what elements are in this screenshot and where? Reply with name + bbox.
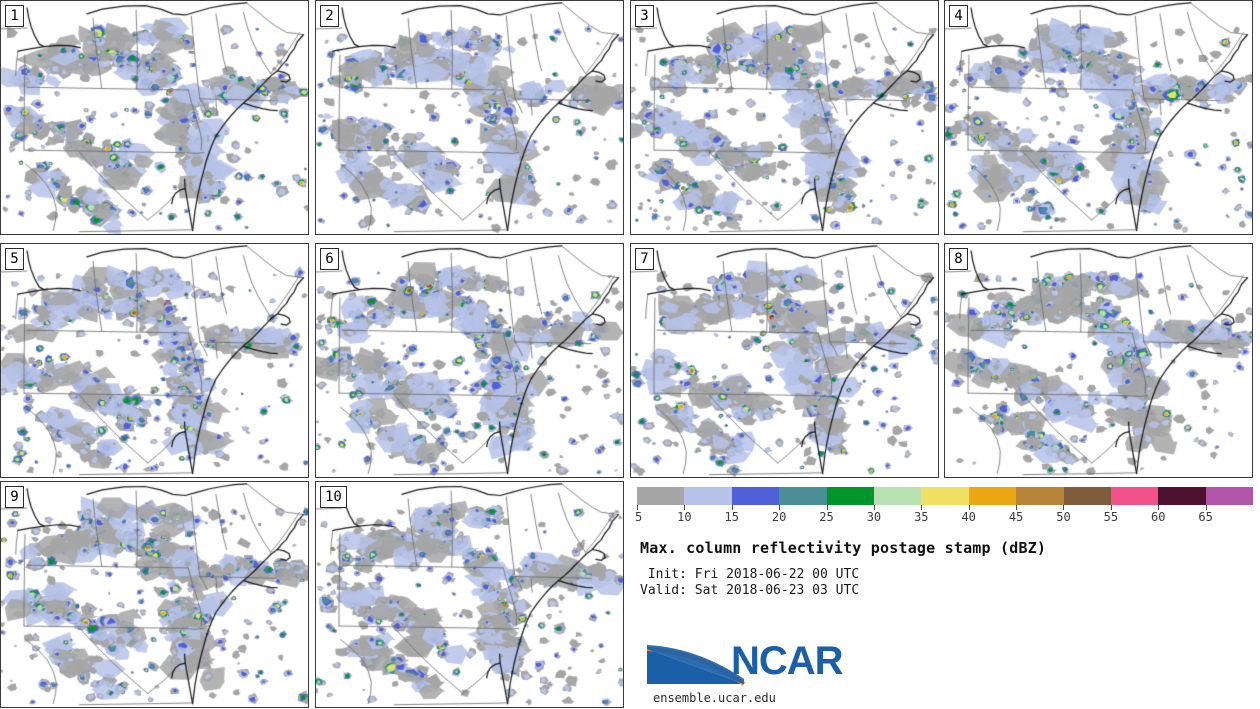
colorbar-tick-label: 15 <box>724 510 739 524</box>
colorbar-tick-label: 25 <box>819 510 834 524</box>
colorbar-tick-label: 20 <box>771 510 787 524</box>
colorbar-swatches <box>637 487 1254 505</box>
panel-number-label: 3 <box>635 5 654 27</box>
colorbar-swatch <box>921 487 969 505</box>
reflectivity-map-canvas <box>631 1 938 234</box>
colorbar-swatch <box>873 487 922 505</box>
colorbar-swatch <box>1063 487 1111 505</box>
colorbar-tick-label: 50 <box>1056 510 1071 524</box>
colorbar-tick-mark <box>1158 505 1160 510</box>
colorbar-tick-mark <box>1205 505 1207 510</box>
colorbar-tick-label: 40 <box>961 510 976 524</box>
colorbar-tick-mark <box>826 505 828 510</box>
reflectivity-map-canvas <box>945 1 1252 234</box>
reflectivity-map-canvas <box>1 1 308 234</box>
reflectivity-map-canvas <box>316 1 623 234</box>
colorbar-tick-labels: 5 10 15 20 25 30 35 40 45 50 55 60 65 <box>635 505 1253 525</box>
map-panel[interactable]: 4 <box>944 0 1253 235</box>
reflectivity-map-canvas <box>631 244 938 477</box>
colorbar-tick-label: 30 <box>866 510 882 524</box>
colorbar-tick-label: 55 <box>1103 510 1119 524</box>
panel-number-label: 1 <box>5 5 24 27</box>
panel-number-label: 5 <box>5 248 24 270</box>
init-time-label: Init: Fri 2018-06-22 00 UTC <box>640 567 860 582</box>
colorbar-swatch <box>779 487 827 505</box>
ncar-wordmark: NCAR <box>731 639 844 683</box>
reflectivity-map-canvas <box>1 244 308 477</box>
figure-title: Max. column reflectivity postage stamp (… <box>640 539 1047 557</box>
colorbar-swatch <box>1016 487 1064 505</box>
panel-number-label: 2 <box>320 5 339 27</box>
colorbar-tick-mark <box>968 505 970 510</box>
colorbar-tick-mark <box>1016 505 1018 510</box>
reflectivity-map-canvas <box>316 244 623 477</box>
colorbar-tick-mark <box>873 505 875 510</box>
colorbar-swatch <box>684 487 732 505</box>
colorbar-swatch <box>1110 487 1159 505</box>
map-panel[interactable]: 8 <box>944 243 1253 478</box>
map-panel[interactable]: 9 <box>0 481 309 708</box>
colorbar-tick-label: 45 <box>1008 510 1024 524</box>
map-panel[interactable]: 3 <box>630 0 939 235</box>
valid-time-label: Valid: Sat 2018-06-23 03 UTC <box>640 583 860 598</box>
map-panel[interactable]: 1 <box>0 0 309 235</box>
map-panel[interactable]: 6 <box>315 243 624 478</box>
panel-number-label: 9 <box>5 486 24 508</box>
colorbar-tick-mark <box>637 505 638 510</box>
colorbar-swatch <box>1158 487 1206 505</box>
map-panel[interactable]: 10 <box>315 481 624 708</box>
colorbar-tick-label: 65 <box>1198 510 1213 524</box>
map-panel[interactable]: 7 <box>630 243 939 478</box>
colorbar-tick-mark <box>1063 505 1065 510</box>
panel-number-label: 6 <box>320 248 339 270</box>
panel-number-label: 7 <box>635 248 654 270</box>
map-panel[interactable]: 5 <box>0 243 309 478</box>
panel-number-label: 10 <box>320 486 347 508</box>
colorbar-swatch <box>637 487 685 505</box>
colorbar-tick-mark <box>779 505 781 510</box>
ncar-logo-block[interactable]: NCAR ensemble.ucar.edu <box>645 635 865 707</box>
colorbar: 5 10 15 20 25 30 35 40 45 50 55 60 65 <box>635 487 1254 525</box>
map-panel[interactable]: 2 <box>315 0 624 235</box>
colorbar-tick-label: 10 <box>677 510 692 524</box>
colorbar-tick-mark <box>731 505 733 510</box>
colorbar-swatch <box>1205 487 1254 505</box>
panel-number-label: 8 <box>949 248 968 270</box>
colorbar-swatch <box>826 487 874 505</box>
colorbar-tick-label: 60 <box>1150 510 1166 524</box>
colorbar-tick-label: 5 <box>635 510 643 524</box>
panel-number-label: 4 <box>949 5 968 27</box>
colorbar-tick-mark <box>921 505 923 510</box>
colorbar-tick-mark <box>1110 505 1112 510</box>
reflectivity-map-canvas <box>316 482 623 707</box>
colorbar-tick-label: 35 <box>914 510 929 524</box>
colorbar-swatch <box>968 487 1017 505</box>
colorbar-swatch <box>731 487 780 505</box>
colorbar-tick-mark <box>684 505 686 510</box>
logo-url-label: ensemble.ucar.edu <box>653 691 776 705</box>
ncar-swoosh-icon <box>646 645 745 686</box>
reflectivity-map-canvas <box>945 244 1252 477</box>
reflectivity-map-canvas <box>1 482 308 707</box>
